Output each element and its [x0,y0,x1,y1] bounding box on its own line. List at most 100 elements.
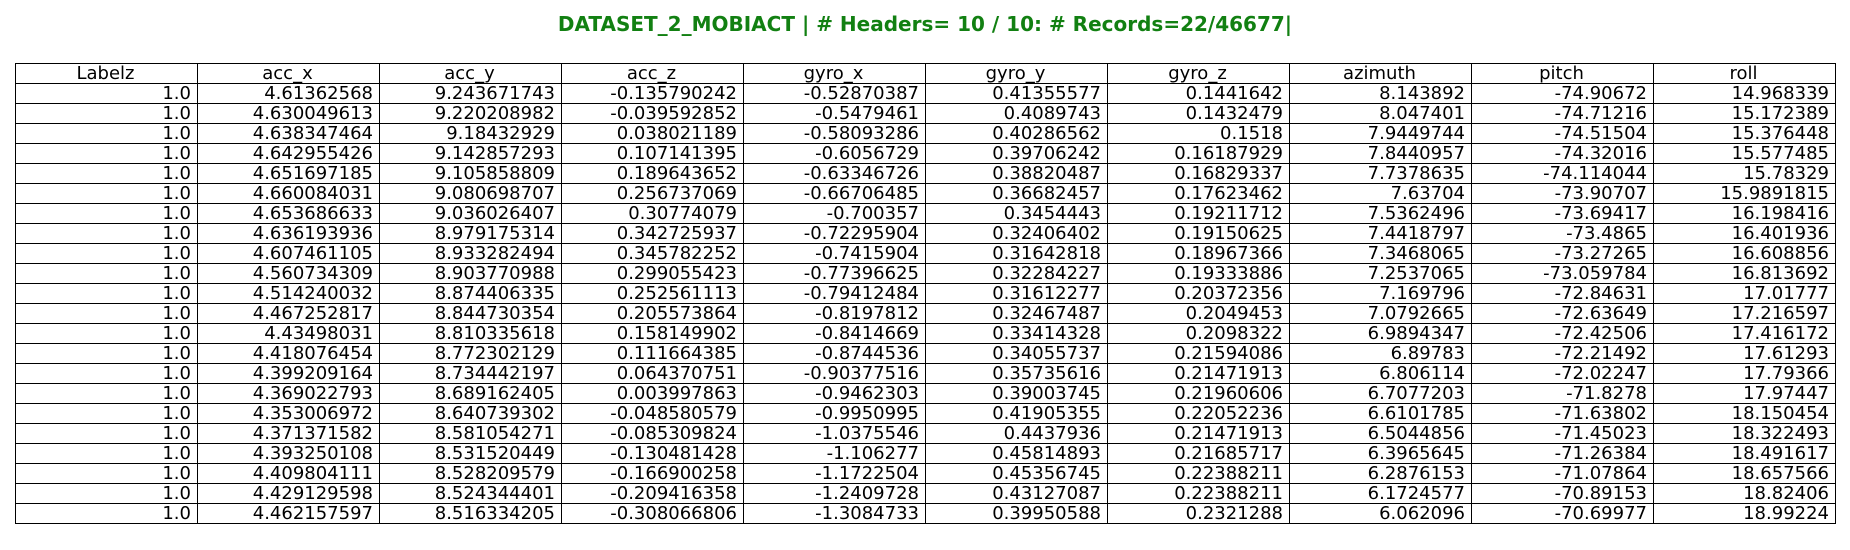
table-cell: 0.36682457 [925,183,1108,204]
table-cell: 1.0 [15,443,198,464]
table-cell: 0.35735616 [925,363,1108,384]
table-cell: 0.064370751 [561,363,744,384]
column-header: gyro_x [743,63,926,84]
table-cell: 6.1724577 [1289,483,1472,504]
table-row: 1.0 4.638347464 9.18432929 0.038021189 -0.58… [15,123,1836,144]
table-cell: 0.16829337 [1107,163,1290,184]
column-header: gyro_y [925,63,1108,84]
table-cell: 4.638347464 [197,123,380,144]
table-cell: 4.369022793 [197,383,380,404]
table-cell: -0.52870387 [743,83,926,104]
table-cell: 8.581054271 [379,423,562,444]
table-row: 1.0 4.660084031 9.080698707 0.256737069 -0.6… [15,183,1836,204]
table-cell: 7.4418797 [1289,223,1472,244]
table-cell: 9.142857293 [379,143,562,164]
table-cell: 6.806114 [1289,363,1472,384]
table-cell: -71.8278 [1471,383,1654,404]
table-cell: -73.4865 [1471,223,1654,244]
table-cell: 0.41355577 [925,83,1108,104]
table-cell: 0.40286562 [925,123,1108,144]
table-cell: 17.61293 [1653,343,1836,364]
table-cell: 1.0 [15,503,198,524]
table-cell: -0.085309824 [561,423,744,444]
table-cell: -0.048580579 [561,403,744,424]
table-row: 1.0 4.514240032 8.874406335 0.252561113 -0.7… [15,283,1836,304]
table-cell: 1.0 [15,203,198,224]
table-row: 1.0 4.653686633 9.036026407 0.30774079 -0.70… [15,203,1836,224]
table-cell: 0.45814893 [925,443,1108,464]
table-cell: 0.21471913 [1107,363,1290,384]
table-cell: 1.0 [15,483,198,504]
table-cell: 17.01777 [1653,283,1836,304]
table-cell: 4.43498031 [197,323,380,344]
table-cell: 7.8440957 [1289,143,1472,164]
table-row: 1.0 4.636193936 8.979175314 0.342725937 -0.7… [15,223,1836,244]
table-cell: -0.72295904 [743,223,926,244]
table-cell: 15.172389 [1653,103,1836,124]
table-row: 1.0 4.43498031 8.810335618 0.158149902 -0.84… [15,323,1836,344]
table-cell: 4.467252817 [197,303,380,324]
table-cell: -72.84631 [1471,283,1654,304]
table-cell: 9.036026407 [379,203,562,224]
table-cell: 17.216597 [1653,303,1836,324]
table-cell: 4.399209164 [197,363,380,384]
table-cell: 0.38820487 [925,163,1108,184]
table-cell: -1.3084733 [743,503,926,524]
table-cell: 9.243671743 [379,83,562,104]
column-header: gyro_z [1107,63,1290,84]
table-cell: 0.003997863 [561,383,744,404]
table-cell: 8.933282494 [379,243,562,264]
table-cell: 7.63704 [1289,183,1472,204]
table-cell: 1.0 [15,163,198,184]
table-cell: 17.416172 [1653,323,1836,344]
table-cell: 1.0 [15,323,198,344]
table-cell: 9.18432929 [379,123,562,144]
table-cell: 18.99224 [1653,503,1836,524]
table-cell: 14.968339 [1653,83,1836,104]
table-cell: -71.45023 [1471,423,1654,444]
table-cell: -0.8197812 [743,303,926,324]
table-cell: 8.772302129 [379,343,562,364]
table-cell: 0.038021189 [561,123,744,144]
table-cell: 8.689162405 [379,383,562,404]
table-cell: 0.34055737 [925,343,1108,364]
table-cell: 1.0 [15,103,198,124]
table-cell: 1.0 [15,83,198,104]
table-cell: 7.7378635 [1289,163,1472,184]
table-cell: -0.700357 [743,203,926,224]
table-cell: 8.903770988 [379,263,562,284]
table-cell: -73.90707 [1471,183,1654,204]
table-cell: -72.21492 [1471,343,1654,364]
table-cell: 0.32406402 [925,223,1108,244]
table-cell: 0.17623462 [1107,183,1290,204]
table-cell: 18.657566 [1653,463,1836,484]
table-row: 1.0 4.369022793 8.689162405 0.003997863 -0.9… [15,383,1836,404]
table-row: 1.0 4.393250108 8.531520449 -0.130481428 -1.… [15,443,1836,464]
table-cell: 0.189643652 [561,163,744,184]
table-cell: 7.5362496 [1289,203,1472,224]
table-cell: 0.205573864 [561,303,744,324]
table-cell: 4.514240032 [197,283,380,304]
table-cell: 0.39706242 [925,143,1108,164]
column-header: acc_z [561,63,744,84]
table-cell: -0.7415904 [743,243,926,264]
table-row: 1.0 4.418076454 8.772302129 0.111664385 -0.8… [15,343,1836,364]
table-cell: 1.0 [15,363,198,384]
table-cell: 1.0 [15,463,198,484]
table-cell: -71.26384 [1471,443,1654,464]
table-cell: 8.516334205 [379,503,562,524]
table-cell: 4.393250108 [197,443,380,464]
table-cell: -0.135790242 [561,83,744,104]
table-cell: -73.69417 [1471,203,1654,224]
table-cell: 16.813692 [1653,263,1836,284]
table-cell: 0.43127087 [925,483,1108,504]
table-row: 1.0 4.560734309 8.903770988 0.299055423 -0.7… [15,263,1836,284]
table-cell: 0.30774079 [561,203,744,224]
table-cell: -72.02247 [1471,363,1654,384]
table-cell: 0.299055423 [561,263,744,284]
table-cell: 6.89783 [1289,343,1472,364]
table-cell: 7.0792665 [1289,303,1472,324]
table-cell: 0.4089743 [925,103,1108,124]
table-cell: 0.2321288 [1107,503,1290,524]
table-row: 1.0 4.607461105 8.933282494 0.345782252 -0.7… [15,243,1836,264]
